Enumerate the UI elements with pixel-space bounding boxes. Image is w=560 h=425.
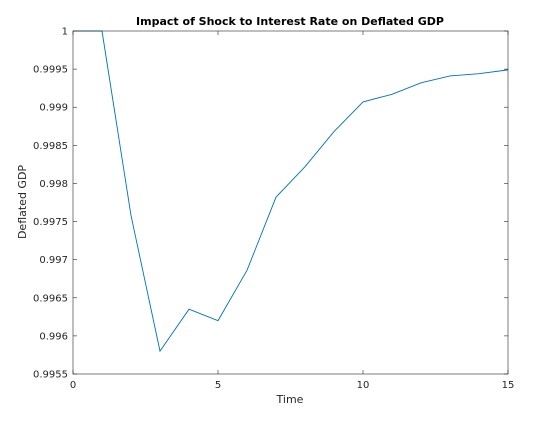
x-tick-label: 15 <box>502 380 515 391</box>
y-tick-label: 0.9965 <box>33 293 68 304</box>
x-tick-label: 5 <box>215 380 221 391</box>
x-axis-label: Time <box>276 393 304 406</box>
plot-area <box>73 31 508 374</box>
y-tick-label: 0.9955 <box>33 370 68 381</box>
y-tick-label: 0.998 <box>39 179 68 190</box>
chart-title: Impact of Shock to Interest Rate on Defl… <box>136 15 444 28</box>
y-axis-label: Deflated GDP <box>16 165 29 239</box>
y-tick-label: 0.9975 <box>33 217 68 228</box>
y-tick-label: 0.996 <box>39 331 68 342</box>
x-tick-label: 10 <box>357 380 370 391</box>
y-tick-label: 0.9995 <box>33 65 68 76</box>
y-tick-label: 0.999 <box>39 103 68 114</box>
y-tick-label: 1 <box>62 27 68 38</box>
x-tick-label: 0 <box>70 380 76 391</box>
y-tick-label: 0.997 <box>39 255 68 266</box>
y-tick-label: 0.9985 <box>33 141 68 152</box>
